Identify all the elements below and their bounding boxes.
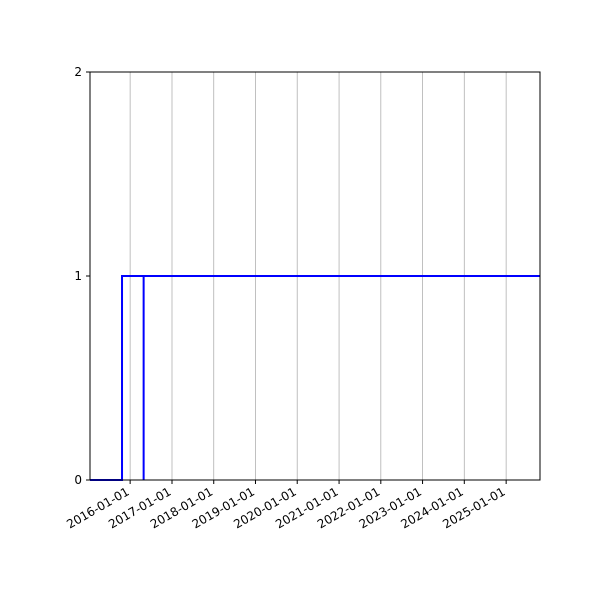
y-tick-label: 0 [74, 473, 82, 487]
series-line [90, 275, 540, 481]
y-tick-label: 2 [74, 65, 82, 79]
y-tick-label: 1 [74, 269, 82, 283]
series-line [142, 275, 540, 480]
plot-frame [89, 71, 541, 481]
